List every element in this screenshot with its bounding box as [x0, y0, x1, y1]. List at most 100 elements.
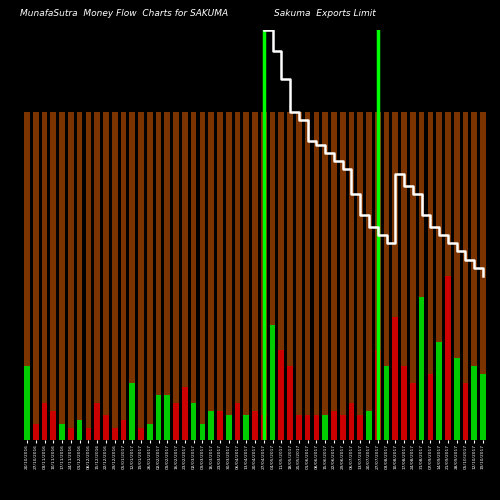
Bar — [348, 403, 354, 440]
Bar — [392, 317, 398, 440]
Bar — [384, 112, 390, 440]
Bar — [130, 382, 135, 440]
Bar — [112, 428, 117, 440]
Bar — [462, 112, 468, 440]
Bar — [120, 112, 126, 440]
Bar — [191, 403, 196, 440]
Bar — [252, 112, 258, 440]
Bar — [86, 428, 91, 440]
Bar — [358, 416, 363, 440]
Bar — [234, 112, 240, 440]
Bar — [103, 112, 109, 440]
Bar — [138, 428, 144, 440]
Bar — [77, 112, 82, 440]
Bar — [200, 112, 205, 440]
Bar — [419, 112, 424, 440]
Bar — [33, 424, 38, 440]
Bar — [401, 366, 407, 440]
Bar — [173, 112, 179, 440]
Bar — [472, 112, 477, 440]
Bar — [384, 366, 390, 440]
Bar — [156, 112, 162, 440]
Bar — [217, 412, 223, 440]
Bar — [366, 112, 372, 440]
Bar — [182, 112, 188, 440]
Bar — [217, 112, 223, 440]
Bar — [270, 325, 276, 440]
Bar — [305, 112, 310, 440]
Bar — [59, 424, 65, 440]
Bar — [244, 112, 249, 440]
Bar — [226, 416, 232, 440]
Bar — [348, 112, 354, 440]
Bar — [244, 416, 249, 440]
Bar — [314, 416, 319, 440]
Bar — [305, 416, 310, 440]
Bar — [24, 366, 30, 440]
Bar — [59, 112, 65, 440]
Bar — [410, 382, 416, 440]
Bar — [296, 416, 302, 440]
Bar — [366, 412, 372, 440]
Bar — [278, 350, 284, 440]
Bar — [208, 112, 214, 440]
Bar — [182, 386, 188, 440]
Bar — [261, 112, 266, 440]
Bar — [419, 296, 424, 440]
Bar — [156, 395, 162, 440]
Bar — [445, 276, 451, 440]
Bar — [138, 112, 144, 440]
Bar — [322, 416, 328, 440]
Bar — [252, 412, 258, 440]
Bar — [428, 112, 433, 440]
Bar — [454, 358, 460, 440]
Bar — [296, 112, 302, 440]
Bar — [436, 342, 442, 440]
Bar — [94, 112, 100, 440]
Bar — [314, 112, 319, 440]
Bar — [77, 420, 82, 440]
Bar — [208, 412, 214, 440]
Bar — [33, 112, 38, 440]
Bar — [445, 112, 451, 440]
Bar — [410, 112, 416, 440]
Bar — [480, 374, 486, 440]
Bar — [86, 112, 91, 440]
Bar — [112, 112, 117, 440]
Bar — [331, 112, 337, 440]
Bar — [270, 112, 276, 440]
Bar — [50, 412, 56, 440]
Bar — [130, 112, 135, 440]
Bar — [472, 366, 477, 440]
Bar — [340, 416, 345, 440]
Bar — [436, 112, 442, 440]
Bar — [392, 112, 398, 440]
Bar — [480, 112, 486, 440]
Bar — [42, 403, 48, 440]
Bar — [68, 112, 73, 440]
Bar — [120, 420, 126, 440]
Bar — [234, 403, 240, 440]
Bar — [42, 112, 48, 440]
Bar — [322, 112, 328, 440]
Bar — [287, 112, 293, 440]
Bar — [375, 112, 380, 440]
Bar — [147, 424, 152, 440]
Bar — [164, 112, 170, 440]
Bar — [103, 416, 109, 440]
Bar — [278, 112, 284, 440]
Bar — [50, 112, 56, 440]
Bar — [375, 350, 380, 440]
Bar — [462, 382, 468, 440]
Bar — [94, 403, 100, 440]
Bar — [287, 366, 293, 440]
Bar — [164, 395, 170, 440]
Bar — [261, 416, 266, 440]
Bar — [226, 112, 232, 440]
Bar — [358, 112, 363, 440]
Bar — [200, 424, 205, 440]
Bar — [24, 112, 30, 440]
Bar — [191, 112, 196, 440]
Text: MunafaSutra  Money Flow  Charts for SAKUMA: MunafaSutra Money Flow Charts for SAKUMA — [20, 8, 228, 18]
Bar — [173, 403, 179, 440]
